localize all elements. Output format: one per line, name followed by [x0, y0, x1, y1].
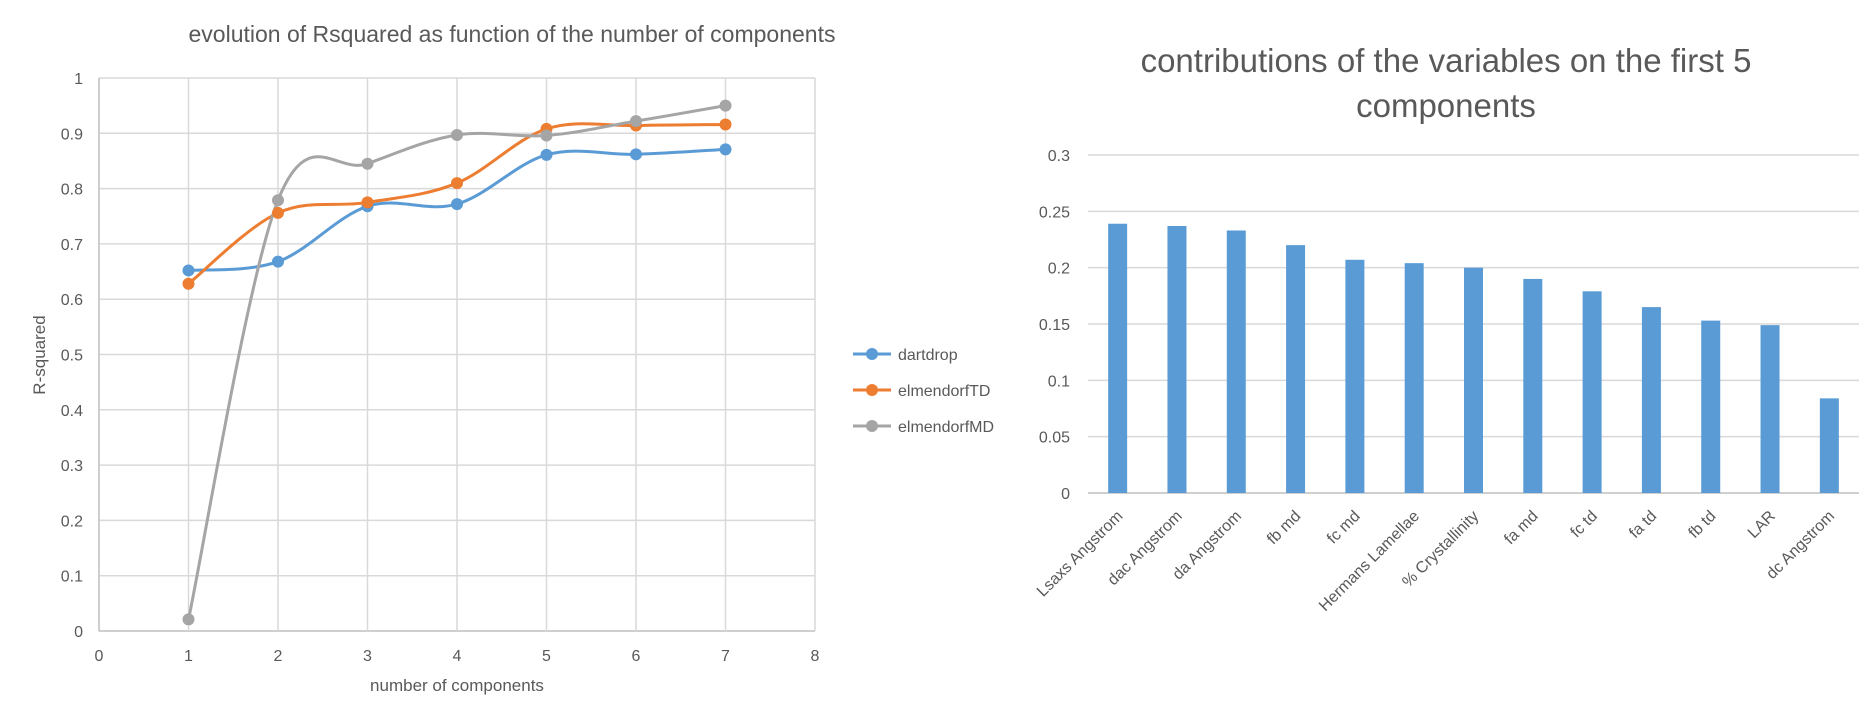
y-tick-label: 0.9 [61, 126, 83, 143]
legend-label: elmendorfMD [898, 419, 994, 436]
y-tick-label: 0.05 [1039, 430, 1070, 447]
y-tick-label: 0.2 [61, 513, 83, 530]
y-tick-label: 0.6 [61, 292, 83, 309]
line-chart-x-tick-labels: 0 1 2 3 4 5 6 7 8 [95, 648, 820, 665]
y-tick-label: 0.5 [61, 348, 83, 365]
y-tick-label: 0 [74, 624, 83, 641]
x-tick-label: 6 [632, 648, 641, 665]
bar-chart: contributions of the variables on the fi… [1034, 42, 1859, 615]
line-chart-legend: dartdrop elmendorfTD elmendorfMD [853, 347, 994, 436]
data-point-elmendorfMD [719, 99, 732, 112]
y-tick-label: 0.25 [1039, 204, 1070, 221]
data-point-dartdrop [630, 148, 642, 161]
data-point-dartdrop [451, 198, 463, 211]
y-tick-label: 0.2 [1048, 261, 1070, 278]
bar-chart-y-tick-labels: 0 0.05 0.1 0.15 0.2 0.25 0.3 [1039, 148, 1070, 503]
category-label: fc td [1568, 508, 1601, 541]
data-point-elmendorfTD [272, 206, 284, 219]
bar-8 [1582, 291, 1602, 493]
data-point-elmendorfTD [361, 196, 374, 209]
x-tick-label: 2 [274, 648, 283, 665]
data-point-elmendorfMD [272, 194, 284, 207]
category-label: Lsaxs Angstrom [1034, 508, 1127, 601]
line-chart-y-axis-label: R-squared [30, 315, 49, 394]
x-tick-label: 7 [721, 648, 730, 665]
data-point-dartdrop [272, 255, 284, 268]
bar-chart-title-line1: contributions of the variables on the fi… [1141, 42, 1752, 79]
data-point-dartdrop [182, 264, 195, 277]
bar-0 [1108, 223, 1128, 493]
x-tick-label: 0 [95, 648, 104, 665]
y-tick-label: 0.7 [61, 237, 83, 254]
data-point-elmendorfMD [182, 613, 195, 626]
category-label: Hermans Lamellae [1316, 508, 1423, 615]
x-tick-label: 8 [811, 648, 820, 665]
series-line-elmendorfMD [187, 104, 726, 620]
bar-4 [1345, 259, 1365, 493]
bar-2 [1226, 230, 1246, 493]
data-point-elmendorfMD [451, 128, 463, 141]
legend-marker-elmendorfTD [866, 384, 878, 396]
x-tick-label: 3 [363, 648, 372, 665]
y-tick-label: 0 [1061, 486, 1070, 503]
data-point-dartdrop [719, 143, 732, 156]
y-tick-label: 0.3 [1048, 148, 1070, 165]
data-point-elmendorfMD [361, 157, 374, 170]
y-tick-label: 0.1 [61, 569, 83, 586]
x-tick-label: 5 [542, 648, 551, 665]
category-label: fc md [1324, 508, 1364, 548]
bar-3 [1286, 245, 1306, 493]
data-point-elmendorfMD [630, 115, 642, 128]
bar-chart-title-line2: components [1356, 87, 1536, 124]
line-chart: evolution of Rsquared as function of the… [30, 21, 994, 695]
y-tick-label: 0.4 [61, 403, 83, 420]
y-tick-label: 1 [74, 71, 83, 88]
data-point-elmendorfMD [540, 129, 553, 142]
legend-label: dartdrop [898, 347, 958, 364]
category-label: LAR [1745, 508, 1779, 542]
line-chart-points [182, 99, 732, 626]
bar-11 [1760, 325, 1780, 493]
x-tick-label: 1 [184, 648, 193, 665]
category-label: fb md [1264, 508, 1304, 548]
data-point-elmendorfTD [451, 177, 463, 190]
x-tick-label: 4 [453, 648, 462, 665]
category-label: fb td [1686, 508, 1720, 542]
bar-12 [1819, 398, 1839, 493]
bar-chart-bars [1108, 223, 1839, 494]
category-label: fa td [1626, 508, 1660, 542]
line-chart-x-axis-label: number of components [370, 676, 544, 695]
bar-5 [1404, 263, 1424, 493]
legend-marker-dartdrop [866, 348, 878, 360]
line-chart-gridlines [98, 77, 816, 632]
y-tick-label: 0.15 [1039, 317, 1070, 334]
legend-marker-elmendorfMD [866, 420, 878, 432]
bar-10 [1701, 320, 1721, 493]
bar-1 [1167, 225, 1187, 494]
y-tick-label: 0.8 [61, 182, 83, 199]
bar-7 [1523, 278, 1543, 493]
line-chart-title: evolution of Rsquared as function of the… [189, 21, 836, 47]
legend-label: elmendorfTD [898, 383, 990, 400]
y-tick-label: 0.1 [1048, 373, 1070, 390]
data-point-dartdrop [540, 148, 553, 161]
bar-9 [1641, 307, 1661, 493]
line-chart-y-tick-labels: 0 0.1 0.2 0.3 0.4 0.5 0.6 0.7 0.8 0.9 1 [61, 71, 83, 641]
y-tick-label: 0.3 [61, 458, 83, 475]
data-point-elmendorfTD [182, 277, 195, 290]
category-label: fa md [1501, 508, 1541, 548]
data-point-elmendorfTD [719, 118, 732, 131]
bar-6 [1464, 267, 1483, 493]
